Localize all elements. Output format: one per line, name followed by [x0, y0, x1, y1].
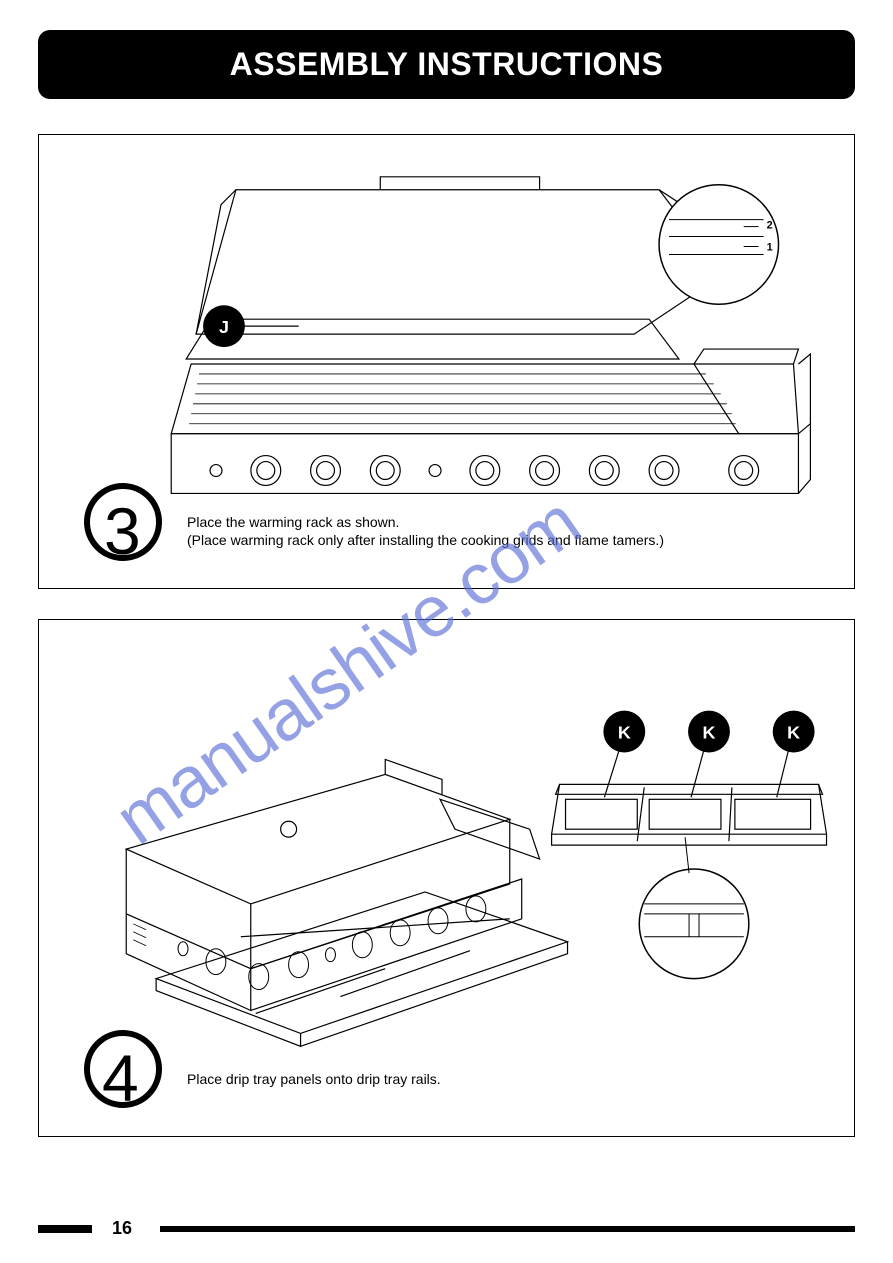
step-3-number: 3	[104, 493, 141, 569]
detail-label-2: 2	[767, 220, 773, 232]
step-3-description: Place the warming rack as shown. (Place …	[187, 513, 664, 549]
step-3-desc-line2: (Place warming rack only after installin…	[187, 532, 664, 548]
step-3-desc-line1: Place the warming rack as shown.	[187, 514, 399, 530]
page-footer: 16	[38, 1218, 855, 1239]
page-title-text: ASSEMBLY INSTRUCTIONS	[230, 46, 664, 82]
footer-bar-right	[160, 1226, 855, 1232]
footer-bar-left	[38, 1225, 92, 1233]
step-4-illustration: K K K	[39, 620, 854, 1136]
page-title-bar: ASSEMBLY INSTRUCTIONS	[38, 30, 855, 99]
step-4-description: Place drip tray panels onto drip tray ra…	[187, 1070, 441, 1088]
callout-k2-label: K	[703, 723, 716, 743]
detail-label-1: 1	[767, 241, 773, 253]
callout-k3-label: K	[787, 723, 800, 743]
step-4-number: 4	[102, 1040, 139, 1116]
step-4-box: K K K 4 Place drip tray panels onto drip…	[38, 619, 855, 1137]
callout-k1-label: K	[618, 723, 631, 743]
step-3-box: 2 1 J 3 Place the warming rack as shown.…	[38, 134, 855, 589]
callout-j-label: J	[219, 317, 229, 337]
footer-page-number: 16	[112, 1218, 132, 1239]
manual-page: ASSEMBLY INSTRUCTIONS	[0, 0, 893, 1137]
